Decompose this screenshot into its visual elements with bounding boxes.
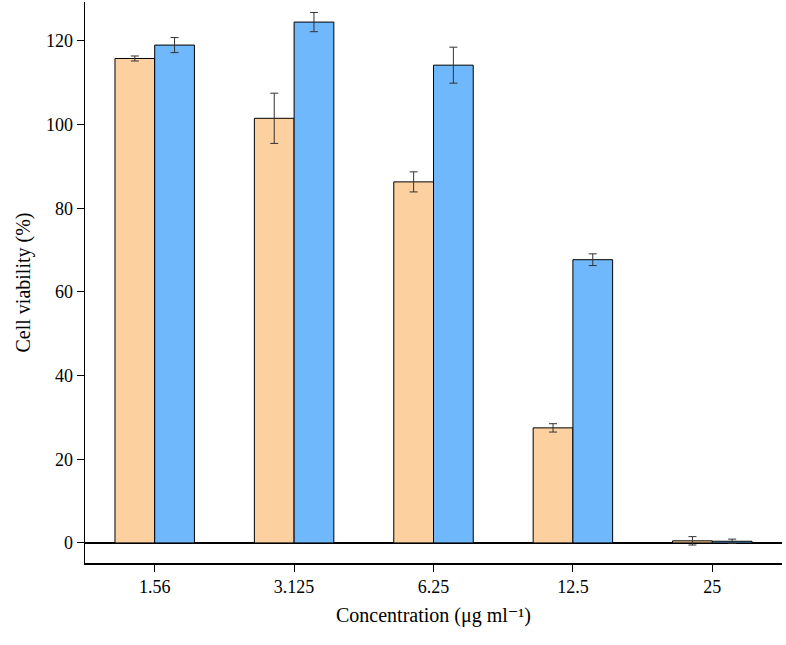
svg-text:40: 40: [55, 366, 73, 386]
svg-text:120: 120: [46, 31, 73, 51]
svg-text:100: 100: [46, 115, 73, 135]
svg-text:Cell viability (%): Cell viability (%): [12, 213, 35, 353]
svg-text:25: 25: [703, 577, 721, 597]
svg-text:60: 60: [55, 282, 73, 302]
svg-text:1.56: 1.56: [139, 577, 171, 597]
svg-text:3.125: 3.125: [274, 577, 315, 597]
svg-text:0: 0: [64, 533, 73, 553]
svg-text:20: 20: [55, 450, 73, 470]
svg-text:12.5: 12.5: [557, 577, 589, 597]
svg-text:80: 80: [55, 199, 73, 219]
svg-text:Concentration (μg ml⁻¹): Concentration (μg ml⁻¹): [336, 604, 531, 627]
svg-text:6.25: 6.25: [418, 577, 450, 597]
